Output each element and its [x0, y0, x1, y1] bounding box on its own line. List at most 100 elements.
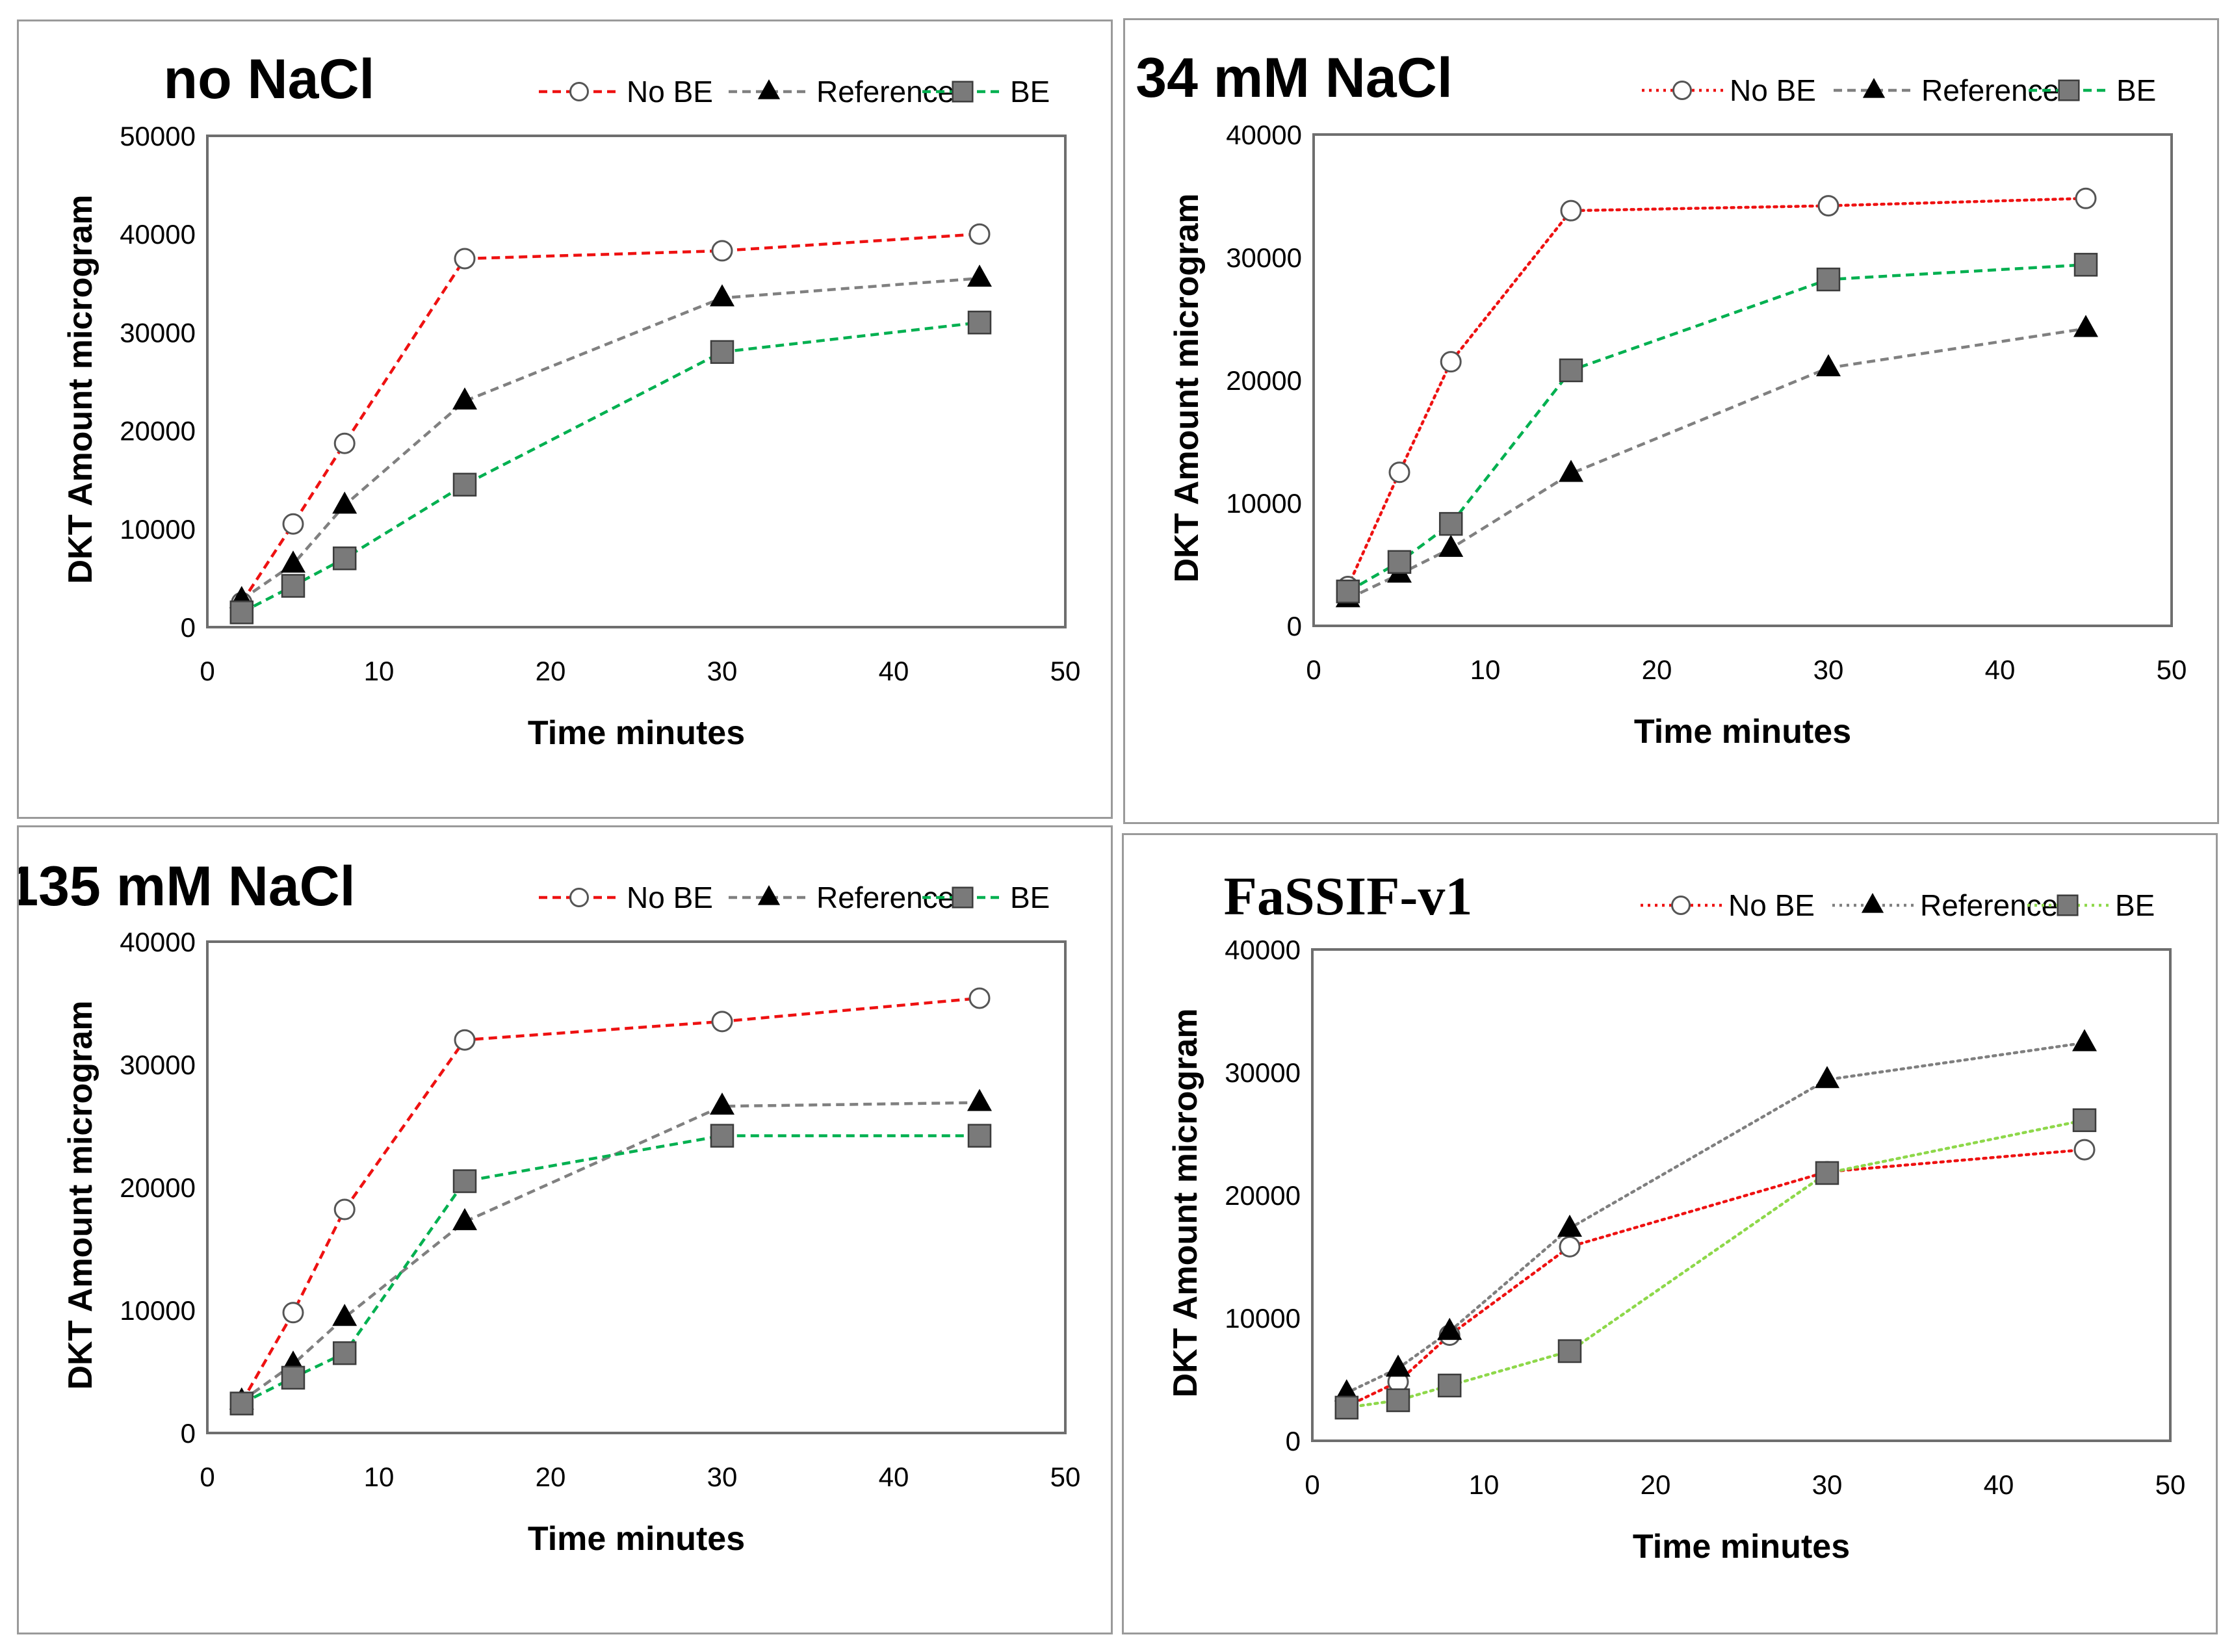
plot-area	[206, 135, 1067, 628]
series-line-reference	[240, 1101, 980, 1402]
chart-panel-135mm-nacl: 0 10000 20000 30000 40000 0 10 20 30 40 50 Time min…	[17, 825, 1113, 1634]
data-point-no-be	[1817, 195, 1839, 217]
legend-marker-reference	[1861, 893, 1884, 913]
chart-svg: 0 10000 20000 30000 40000 0 10 20 30 40 50 Time min…	[19, 855, 1080, 1558]
y-tick-label: 20000	[120, 416, 196, 446]
data-point-be	[1438, 511, 1463, 536]
y-tick-label: 40000	[120, 219, 196, 250]
series-markers-be	[229, 1124, 992, 1415]
series-no-be	[1346, 197, 2088, 588]
legend-marker-no-be	[569, 888, 589, 907]
x-axis-label: Time minutes	[1633, 1528, 1850, 1566]
series-markers-no-be	[231, 223, 991, 613]
legend-marker-be	[952, 81, 974, 103]
data-point-no-be	[333, 1198, 356, 1220]
y-tick-label: 40000	[120, 927, 196, 957]
x-tick-label: 10	[364, 1462, 395, 1492]
data-point-no-be	[711, 240, 733, 262]
legend-label-be: BE	[1010, 75, 1050, 109]
series-markers-reference	[1334, 1029, 2097, 1402]
x-axis-label: Time minutes	[1634, 713, 1851, 751]
y-tick-label: 50000	[120, 121, 196, 151]
data-point-be	[332, 1341, 357, 1365]
data-point-no-be	[282, 513, 304, 535]
legend-label-be: BE	[2115, 888, 2155, 922]
data-point-be	[452, 472, 477, 497]
chart-title: 34 mM NaCl	[1136, 47, 1453, 109]
data-point-be	[452, 1169, 477, 1193]
y-axis-label: DKT Amount microgram	[1167, 1009, 1204, 1398]
series-reference	[240, 276, 980, 601]
data-point-reference	[452, 1207, 477, 1230]
legend-label-reference: Reference	[816, 881, 954, 914]
chart-svg: 0 10000 20000 30000 40000 0 10 20 30 40 50 Time min…	[1136, 47, 2187, 751]
x-tick-label: 20	[1642, 654, 1672, 685]
data-point-be	[1557, 1339, 1582, 1363]
legend-label-no-be: No BE	[1728, 888, 1815, 922]
plot-area	[1312, 133, 2173, 627]
legend-label-be: BE	[1010, 881, 1050, 914]
y-tick-label: 20000	[120, 1172, 196, 1203]
data-point-reference	[332, 491, 357, 514]
data-point-be	[1815, 1161, 1839, 1185]
legend-label-no-be: No BE	[627, 881, 713, 914]
y-axis-label: DKT Amount microgram	[62, 195, 99, 584]
data-point-no-be	[711, 1011, 733, 1033]
series-reference	[1345, 1041, 2086, 1395]
data-point-reference	[2072, 1029, 2097, 1052]
x-tick-label: 0	[1305, 1469, 1319, 1500]
data-point-reference	[967, 265, 992, 287]
x-tick-label: 20	[536, 1462, 566, 1492]
y-tick-label: 30000	[120, 317, 196, 348]
x-tick-label: 0	[1306, 654, 1321, 685]
data-point-no-be	[1560, 200, 1582, 222]
x-tick-label: 50	[2157, 654, 2187, 685]
chart-panel-34mm-nacl: 0 10000 20000 30000 40000 0 10 20 30 40 50 Time min…	[1123, 18, 2219, 824]
legend: No BE Reference BE	[539, 75, 1050, 109]
legend-marker-reference	[757, 885, 781, 905]
y-tick-label: 20000	[1226, 365, 1302, 396]
series-line-be	[1347, 263, 2086, 593]
legend: No BE Reference BE	[1642, 73, 2156, 107]
data-point-no-be	[454, 1029, 476, 1051]
series-be	[1347, 263, 2086, 593]
data-point-be	[281, 1365, 305, 1390]
legend-label-reference: Reference	[1920, 888, 2058, 922]
data-point-reference	[452, 387, 477, 410]
data-point-reference	[332, 1304, 357, 1326]
x-tick-label: 40	[1985, 654, 2016, 685]
data-point-reference	[1816, 354, 1841, 377]
data-point-be	[967, 311, 992, 335]
legend-marker-be	[2058, 79, 2080, 101]
legend-marker-be	[2057, 894, 2079, 916]
data-point-be	[967, 1124, 992, 1148]
data-point-reference	[1438, 534, 1464, 557]
x-axis-label: Time minutes	[528, 1520, 745, 1558]
y-tick-label: 20000	[1225, 1180, 1301, 1211]
data-point-be	[1559, 358, 1583, 383]
legend-label-no-be: No BE	[1730, 73, 1816, 107]
series-no-be	[240, 232, 980, 604]
data-point-reference	[710, 284, 734, 307]
x-tick-label: 50	[2155, 1469, 2186, 1500]
data-point-reference	[281, 550, 305, 573]
series-reference	[240, 1101, 980, 1402]
chart-title: FaSSIF-v1	[1224, 866, 1473, 927]
x-axis-label: Time minutes	[528, 714, 745, 752]
chart-svg: 0 10000 20000 30000 40000 50000 0 10 20 30 40 50 Tim…	[62, 48, 1080, 752]
chart-panel-no-nacl: 0 10000 20000 30000 40000 50000 0 10 20 30 40 50 Tim…	[17, 19, 1113, 819]
y-tick-label: 10000	[1225, 1303, 1301, 1334]
x-tick-label: 20	[1641, 1469, 1671, 1500]
series-line-no-be	[1345, 1148, 2086, 1408]
chart-svg: 0 10000 20000 30000 40000 0 10 20 30 40 50 Time min…	[1167, 866, 2186, 1566]
data-point-no-be	[2075, 187, 2097, 209]
data-point-no-be	[968, 987, 991, 1009]
legend-marker-no-be	[1671, 896, 1691, 915]
chart-title: no NaCl	[164, 48, 375, 110]
data-point-no-be	[282, 1302, 304, 1324]
y-tick-label: 10000	[1226, 488, 1302, 519]
x-tick-label: 40	[879, 1462, 909, 1492]
x-tick-label: 30	[1812, 1469, 1843, 1500]
x-tick-label: 40	[879, 656, 909, 686]
data-point-be	[1336, 579, 1360, 604]
